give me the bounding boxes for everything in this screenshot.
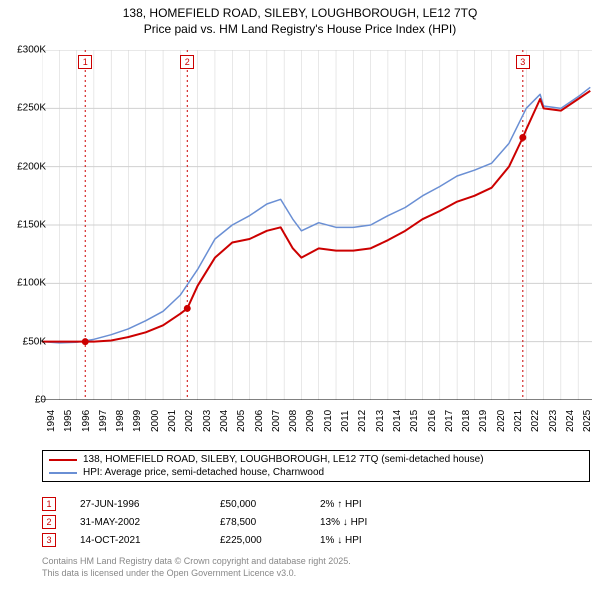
x-tick-label: 2006 <box>254 410 265 432</box>
x-tick-label: 2004 <box>219 410 230 432</box>
legend-swatch-hpi <box>49 472 77 474</box>
event-row: 1 27-JUN-1996£50,0002% ↑ HPI <box>42 495 367 513</box>
x-tick-label: 2002 <box>184 410 195 432</box>
footer-line-2: This data is licensed under the Open Gov… <box>42 568 351 580</box>
legend-label-hpi: HPI: Average price, semi-detached house,… <box>83 467 324 478</box>
legend-item-price: 138, HOMEFIELD ROAD, SILEBY, LOUGHBOROUG… <box>49 453 583 466</box>
x-tick-label: 2016 <box>427 410 438 432</box>
x-tick-label: 2023 <box>548 410 559 432</box>
event-marker-2: 2 <box>42 515 56 529</box>
x-tick-label: 2020 <box>496 410 507 432</box>
x-tick-label: 2018 <box>461 410 472 432</box>
legend: 138, HOMEFIELD ROAD, SILEBY, LOUGHBOROUG… <box>42 450 590 482</box>
y-tick-label: £150K <box>17 220 46 231</box>
y-tick-label: £50K <box>23 336 46 347</box>
x-tick-label: 2017 <box>444 410 455 432</box>
x-tick-label: 1999 <box>132 410 143 432</box>
x-tick-label: 2021 <box>513 410 524 432</box>
x-tick-label: 2025 <box>582 410 593 432</box>
legend-item-hpi: HPI: Average price, semi-detached house,… <box>49 466 583 479</box>
x-tick-label: 2011 <box>340 410 351 432</box>
title-line-2: Price paid vs. HM Land Registry's House … <box>0 22 600 38</box>
sale-marker-3: 3 <box>516 55 530 69</box>
sale-marker-2: 2 <box>180 55 194 69</box>
event-row: 3 14-OCT-2021£225,0001% ↓ HPI <box>42 531 367 549</box>
x-tick-label: 2019 <box>478 410 489 432</box>
x-tick-label: 2012 <box>357 410 368 432</box>
x-tick-label: 1996 <box>81 410 92 432</box>
x-tick-label: 2003 <box>202 410 213 432</box>
event-row: 2 31-MAY-2002£78,50013% ↓ HPI <box>42 513 367 531</box>
footer-line-1: Contains HM Land Registry data © Crown c… <box>42 556 351 568</box>
x-tick-label: 2022 <box>530 410 541 432</box>
event-price: £225,000 <box>220 535 320 546</box>
legend-label-price: 138, HOMEFIELD ROAD, SILEBY, LOUGHBOROUG… <box>83 454 484 465</box>
x-tick-label: 1994 <box>46 410 57 432</box>
sale-marker-1: 1 <box>78 55 92 69</box>
title-area: 138, HOMEFIELD ROAD, SILEBY, LOUGHBOROUG… <box>0 0 600 37</box>
event-delta: 13% ↓ HPI <box>320 517 367 528</box>
chart-svg <box>42 50 592 400</box>
chart-plot-area <box>42 50 592 400</box>
x-tick-label: 1998 <box>115 410 126 432</box>
title-line-1: 138, HOMEFIELD ROAD, SILEBY, LOUGHBOROUG… <box>0 6 600 22</box>
event-marker-1: 1 <box>42 497 56 511</box>
y-tick-label: £300K <box>17 45 46 56</box>
chart-container: 138, HOMEFIELD ROAD, SILEBY, LOUGHBOROUG… <box>0 0 600 590</box>
x-tick-label: 2009 <box>305 410 316 432</box>
x-tick-label: 1995 <box>63 410 74 432</box>
x-tick-label: 2024 <box>565 410 576 432</box>
x-tick-label: 2007 <box>271 410 282 432</box>
event-price: £50,000 <box>220 499 320 510</box>
y-tick-label: £250K <box>17 103 46 114</box>
x-tick-label: 2001 <box>167 410 178 432</box>
x-tick-label: 2005 <box>236 410 247 432</box>
x-tick-label: 2008 <box>288 410 299 432</box>
y-tick-label: £0 <box>35 395 46 406</box>
y-tick-label: £200K <box>17 161 46 172</box>
event-date: 31-MAY-2002 <box>80 517 220 528</box>
event-date: 14-OCT-2021 <box>80 535 220 546</box>
event-delta: 1% ↓ HPI <box>320 535 362 546</box>
x-tick-label: 2013 <box>375 410 386 432</box>
event-marker-3: 3 <box>42 533 56 547</box>
y-tick-label: £100K <box>17 278 46 289</box>
event-date: 27-JUN-1996 <box>80 499 220 510</box>
event-price: £78,500 <box>220 517 320 528</box>
event-delta: 2% ↑ HPI <box>320 499 362 510</box>
legend-swatch-price <box>49 459 77 461</box>
x-tick-label: 2014 <box>392 410 403 432</box>
events-table: 1 27-JUN-1996£50,0002% ↑ HPI 2 31-MAY-2002£… <box>42 495 367 549</box>
x-tick-label: 1997 <box>98 410 109 432</box>
x-tick-label: 2015 <box>409 410 420 432</box>
x-tick-label: 2010 <box>323 410 334 432</box>
x-tick-label: 2000 <box>150 410 161 432</box>
footer: Contains HM Land Registry data © Crown c… <box>42 556 351 579</box>
